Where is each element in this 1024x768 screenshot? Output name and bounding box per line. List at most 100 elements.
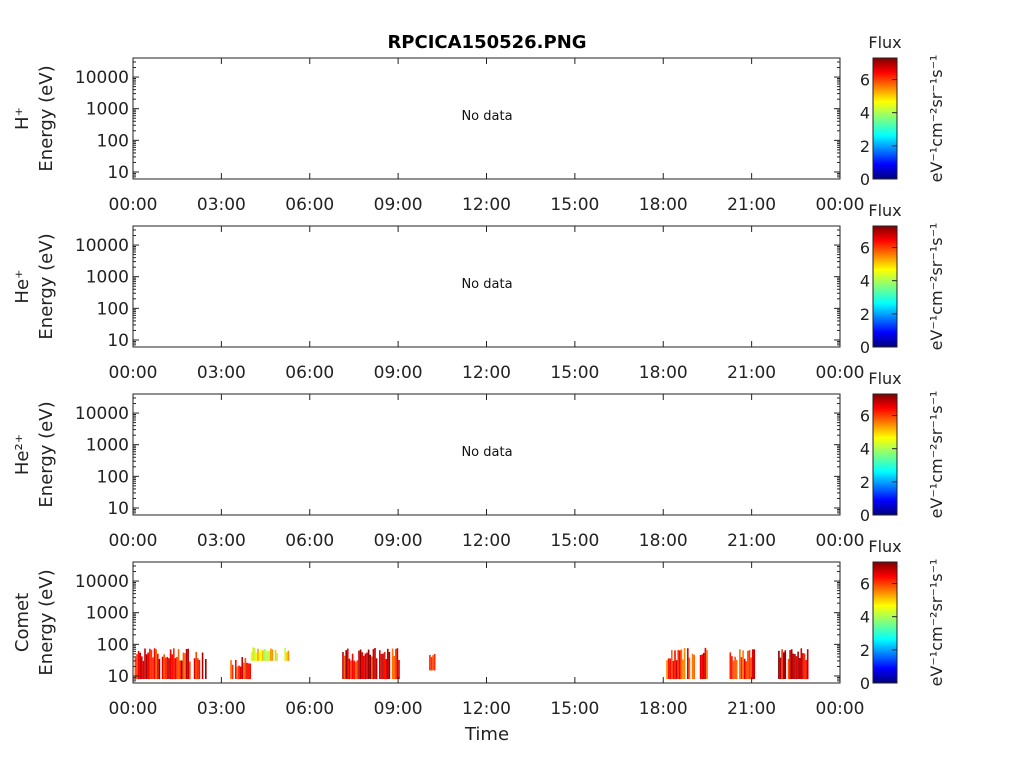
flux-stripe bbox=[790, 649, 793, 679]
flux-stripe bbox=[704, 647, 707, 679]
colorbar-tick-label: 4 bbox=[860, 440, 870, 459]
flux-stripe bbox=[247, 663, 250, 680]
flux-stripe bbox=[145, 654, 148, 679]
flux-stripe bbox=[177, 649, 180, 679]
flux-stripe bbox=[687, 648, 689, 679]
x-tick-label: 09:00 bbox=[374, 531, 423, 551]
colorbar-unit-label: eV⁻¹cm⁻²sr⁻¹s⁻¹ bbox=[927, 55, 946, 183]
flux-stripe bbox=[387, 648, 389, 679]
flux-stripe bbox=[430, 657, 433, 671]
flux-stripe bbox=[383, 651, 386, 680]
y-tick-label: 10 bbox=[107, 667, 129, 687]
flux-stripe bbox=[284, 647, 286, 661]
colorbar: 0 2 4 6 Flux eV⁻¹cm⁻²sr⁻¹s⁻¹ bbox=[860, 201, 946, 357]
flux-stripe bbox=[255, 652, 258, 661]
flux-stripe bbox=[262, 650, 264, 661]
flux-stripe bbox=[748, 650, 751, 680]
flux-stripe bbox=[197, 658, 199, 680]
colorbar: 0 2 4 6 Flux eV⁻¹cm⁻²sr⁻¹s⁻¹ bbox=[860, 33, 946, 189]
species-label: H⁺ bbox=[12, 107, 33, 130]
flux-stripe bbox=[266, 651, 269, 661]
flux-stripe bbox=[363, 655, 365, 679]
flux-stripe bbox=[258, 652, 261, 661]
flux-stripe bbox=[268, 650, 270, 661]
flux-stripe bbox=[355, 661, 357, 680]
colorbar-tick-label: 6 bbox=[860, 71, 870, 90]
colorbar-gradient bbox=[872, 561, 898, 684]
x-axis-label: Time bbox=[464, 724, 509, 745]
x-tick-label: 00:00 bbox=[816, 363, 865, 383]
flux-stripe bbox=[787, 658, 790, 680]
flux-stripe bbox=[364, 653, 367, 680]
x-tick-label: 00:00 bbox=[816, 699, 865, 719]
no-data-text: No data bbox=[461, 109, 512, 124]
flux-stripe bbox=[353, 660, 355, 680]
y-axis-label: Energy (eV) bbox=[36, 65, 57, 171]
x-tick-label: 21:00 bbox=[727, 195, 776, 215]
x-tick-label: 00:00 bbox=[109, 531, 158, 551]
x-tick-label: 06:00 bbox=[285, 363, 334, 383]
x-tick-label: 12:00 bbox=[462, 195, 511, 215]
flux-stripe bbox=[372, 649, 375, 680]
flux-stripe bbox=[238, 665, 240, 680]
flux-stripe bbox=[675, 660, 678, 680]
flux-stripe bbox=[396, 648, 399, 680]
flux-stripe bbox=[174, 658, 177, 680]
flux-stripe bbox=[740, 657, 743, 679]
flux-stripe bbox=[742, 650, 744, 679]
flux-stripe bbox=[380, 654, 383, 679]
flux-stripe bbox=[795, 656, 798, 680]
flux-stripe bbox=[735, 659, 738, 680]
species-label: He⁺ bbox=[12, 269, 33, 303]
y-tick-label: 10000 bbox=[75, 236, 129, 256]
flux-stripe bbox=[732, 660, 735, 679]
x-tick-label: 00:00 bbox=[816, 195, 865, 215]
colorbar-tick-label: 4 bbox=[860, 104, 870, 123]
x-tick-label: 06:00 bbox=[285, 531, 334, 551]
colorbar-tick-label: 2 bbox=[860, 641, 870, 660]
flux-segment-1 bbox=[134, 648, 207, 680]
no-data-text: No data bbox=[461, 277, 512, 292]
flux-stripe bbox=[699, 655, 702, 680]
flux-stripe bbox=[263, 648, 266, 661]
flux-stripe bbox=[157, 653, 159, 680]
flux-segment-6 bbox=[666, 647, 708, 680]
flux-stripe bbox=[391, 648, 394, 679]
colorbar-title: Flux bbox=[868, 369, 901, 388]
flux-stripe bbox=[271, 649, 274, 661]
x-tick-label: 18:00 bbox=[639, 195, 688, 215]
flux-segment-7 bbox=[729, 649, 756, 680]
flux-stripe bbox=[371, 656, 373, 679]
flux-stripe bbox=[388, 651, 391, 679]
flux-stripe bbox=[165, 657, 167, 679]
y-tick-label: 10 bbox=[107, 163, 129, 183]
flux-stripe bbox=[395, 648, 397, 680]
colorbar-tick-label: 0 bbox=[860, 338, 870, 357]
colorbar-tick-label: 2 bbox=[860, 305, 870, 324]
colorbar-tick-label: 0 bbox=[860, 674, 870, 693]
flux-stripe bbox=[706, 650, 708, 679]
x-tick-label: 15:00 bbox=[550, 195, 599, 215]
flux-stripe bbox=[163, 654, 165, 679]
y-tick-label: 10000 bbox=[75, 572, 129, 592]
flux-stripe bbox=[729, 652, 732, 679]
flux-stripe bbox=[274, 649, 277, 661]
flux-stripe bbox=[201, 652, 204, 680]
flux-stripe bbox=[432, 655, 434, 671]
flux-stripe bbox=[161, 656, 164, 679]
flux-segment-4 bbox=[342, 648, 400, 680]
flux-stripe bbox=[265, 650, 267, 661]
flux-stripe bbox=[136, 654, 138, 680]
flux-stripe bbox=[667, 658, 670, 679]
figure-title: RPCICA150526.PNG bbox=[387, 32, 586, 53]
flux-stripe bbox=[239, 666, 242, 679]
flux-stripe bbox=[187, 648, 189, 679]
flux-stripe bbox=[666, 660, 668, 679]
y-axis-label: Energy (eV) bbox=[36, 569, 57, 675]
flux-stripe bbox=[270, 648, 272, 661]
flux-stripe bbox=[784, 650, 787, 679]
flux-stripe bbox=[144, 648, 146, 679]
flux-stripe bbox=[806, 649, 809, 680]
colorbar-tick-label: 4 bbox=[860, 608, 870, 627]
flux-stripe bbox=[137, 650, 140, 680]
